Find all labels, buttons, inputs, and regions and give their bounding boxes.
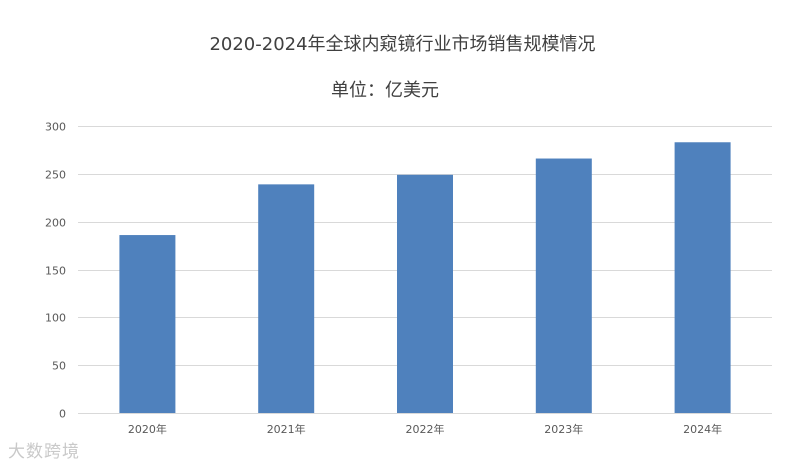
y-tick-label: 100: [45, 312, 66, 325]
y-tick-label: 50: [52, 360, 66, 373]
x-tick-label: 2021年: [267, 422, 306, 436]
y-tick-label: 0: [59, 408, 66, 421]
bar-4: [674, 142, 731, 413]
bar-2: [397, 174, 453, 413]
bar-1: [258, 184, 315, 413]
x-tick-label: 2024年: [683, 422, 722, 436]
y-tick-label: 250: [45, 169, 66, 182]
y-tick-label: 200: [45, 217, 66, 230]
x-tick-label: 2022年: [406, 422, 445, 436]
bar-3: [535, 158, 592, 413]
x-tick-label: 2020年: [128, 422, 167, 436]
bar-0: [119, 235, 176, 413]
chart-subtitle: 单位：亿美元: [331, 80, 439, 101]
x-tick-label: 2023年: [544, 422, 583, 436]
y-tick-label: 150: [45, 265, 66, 278]
y-tick-label: 300: [45, 121, 66, 134]
watermark-logo-text: 大数跨境: [8, 442, 80, 462]
chart-title: 2020-2024年全球内窥镜行业市场销售规模情况: [209, 34, 596, 55]
